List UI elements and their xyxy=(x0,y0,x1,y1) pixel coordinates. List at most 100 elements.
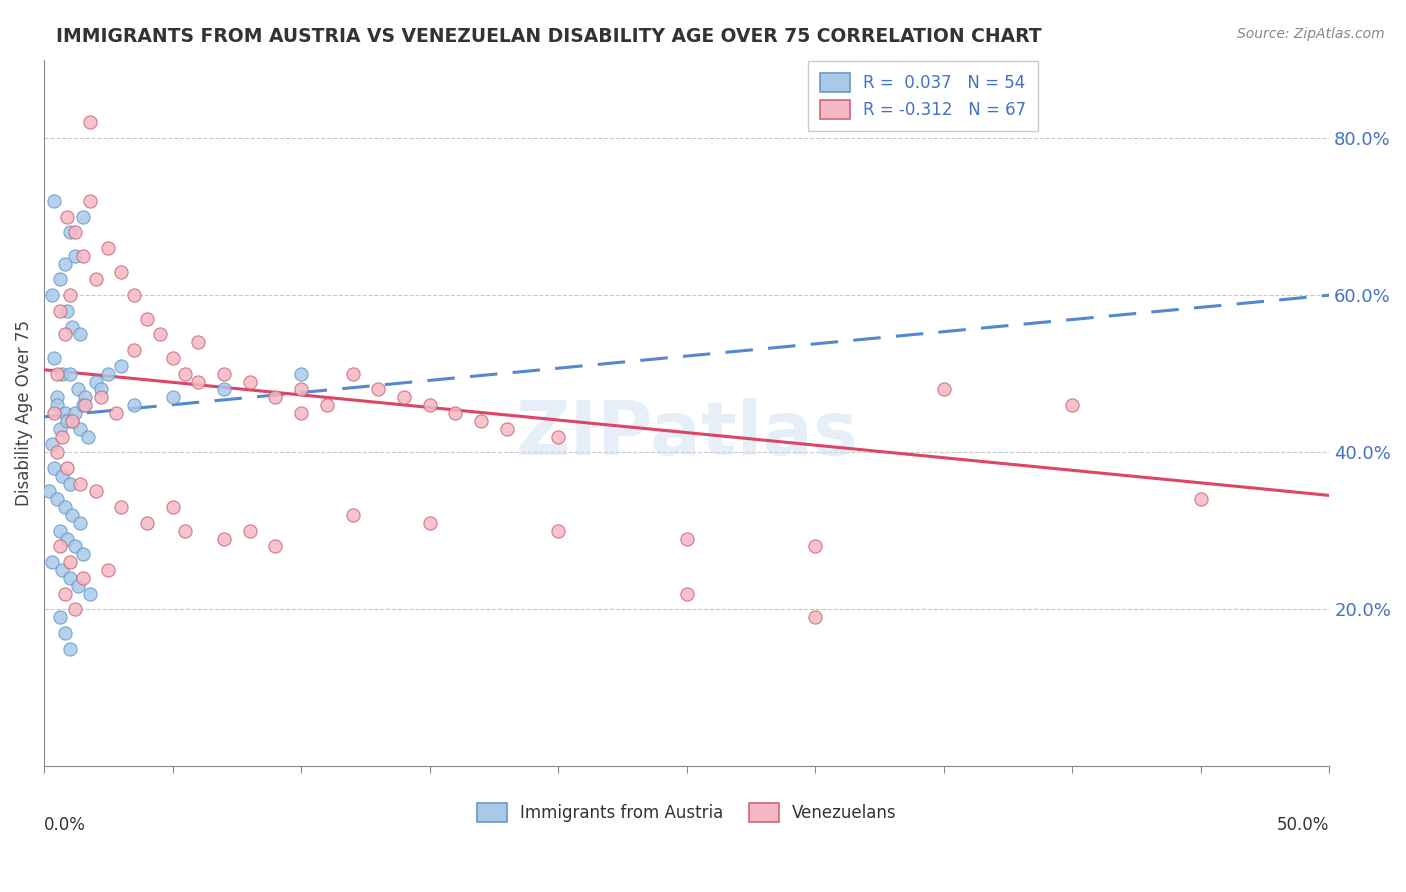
Point xyxy=(1189,492,1212,507)
Point xyxy=(59,288,82,302)
Point xyxy=(239,375,262,389)
Point xyxy=(48,422,70,436)
Point xyxy=(392,390,415,404)
Point xyxy=(162,500,184,515)
Point xyxy=(72,210,94,224)
Point xyxy=(290,367,312,381)
Point xyxy=(315,398,337,412)
Point xyxy=(264,390,287,404)
Point xyxy=(72,398,94,412)
Point xyxy=(1062,398,1084,412)
Point xyxy=(367,383,389,397)
Point xyxy=(162,351,184,365)
Point xyxy=(675,532,697,546)
Point xyxy=(932,383,955,397)
Y-axis label: Disability Age Over 75: Disability Age Over 75 xyxy=(15,320,32,506)
Point xyxy=(44,461,66,475)
Point xyxy=(44,406,66,420)
Point xyxy=(72,249,94,263)
Point xyxy=(264,540,287,554)
Point xyxy=(53,327,76,342)
Point xyxy=(162,390,184,404)
Point xyxy=(79,194,101,208)
Point xyxy=(547,429,569,443)
Point xyxy=(56,414,79,428)
Point xyxy=(41,555,63,569)
Point xyxy=(59,555,82,569)
Point xyxy=(56,210,79,224)
Point xyxy=(44,194,66,208)
Point xyxy=(76,429,98,443)
Point xyxy=(51,468,73,483)
Point xyxy=(53,500,76,515)
Point xyxy=(90,390,112,404)
Point xyxy=(84,375,107,389)
Point xyxy=(675,586,697,600)
Legend: Immigrants from Austria, Venezuelans: Immigrants from Austria, Venezuelans xyxy=(470,796,903,829)
Point xyxy=(38,484,60,499)
Point xyxy=(290,406,312,420)
Point xyxy=(56,532,79,546)
Text: IMMIGRANTS FROM AUSTRIA VS VENEZUELAN DISABILITY AGE OVER 75 CORRELATION CHART: IMMIGRANTS FROM AUSTRIA VS VENEZUELAN DI… xyxy=(56,27,1042,45)
Point xyxy=(72,571,94,585)
Point xyxy=(60,414,83,428)
Point xyxy=(48,272,70,286)
Point xyxy=(41,288,63,302)
Point xyxy=(187,335,209,350)
Point xyxy=(804,610,827,624)
Point xyxy=(69,516,91,530)
Point xyxy=(51,429,73,443)
Point xyxy=(419,516,441,530)
Point xyxy=(48,304,70,318)
Point xyxy=(56,304,79,318)
Point xyxy=(97,367,120,381)
Point xyxy=(72,547,94,561)
Point xyxy=(53,625,76,640)
Text: ZIPatlas: ZIPatlas xyxy=(516,398,858,471)
Point xyxy=(48,524,70,538)
Point xyxy=(122,398,145,412)
Point xyxy=(290,383,312,397)
Point xyxy=(66,579,89,593)
Point xyxy=(69,327,91,342)
Point xyxy=(212,532,235,546)
Point xyxy=(444,406,467,420)
Point xyxy=(63,406,86,420)
Point xyxy=(174,367,197,381)
Point xyxy=(46,367,69,381)
Point xyxy=(212,383,235,397)
Point xyxy=(44,351,66,365)
Point xyxy=(105,406,128,420)
Point xyxy=(804,540,827,554)
Point xyxy=(53,586,76,600)
Point xyxy=(79,115,101,129)
Point xyxy=(90,383,112,397)
Point xyxy=(59,641,82,656)
Point xyxy=(59,367,82,381)
Point xyxy=(53,406,76,420)
Point xyxy=(63,225,86,239)
Point xyxy=(46,492,69,507)
Point xyxy=(149,327,172,342)
Point xyxy=(84,272,107,286)
Point xyxy=(79,586,101,600)
Point xyxy=(41,437,63,451)
Point xyxy=(46,390,69,404)
Point xyxy=(63,249,86,263)
Point xyxy=(122,343,145,358)
Point xyxy=(342,508,364,522)
Point xyxy=(470,414,492,428)
Point xyxy=(97,563,120,577)
Point xyxy=(212,367,235,381)
Point xyxy=(51,563,73,577)
Point xyxy=(110,265,132,279)
Point xyxy=(69,422,91,436)
Point xyxy=(48,610,70,624)
Point xyxy=(59,476,82,491)
Point xyxy=(60,414,83,428)
Point xyxy=(547,524,569,538)
Point xyxy=(122,288,145,302)
Point xyxy=(110,359,132,373)
Point xyxy=(46,398,69,412)
Point xyxy=(59,225,82,239)
